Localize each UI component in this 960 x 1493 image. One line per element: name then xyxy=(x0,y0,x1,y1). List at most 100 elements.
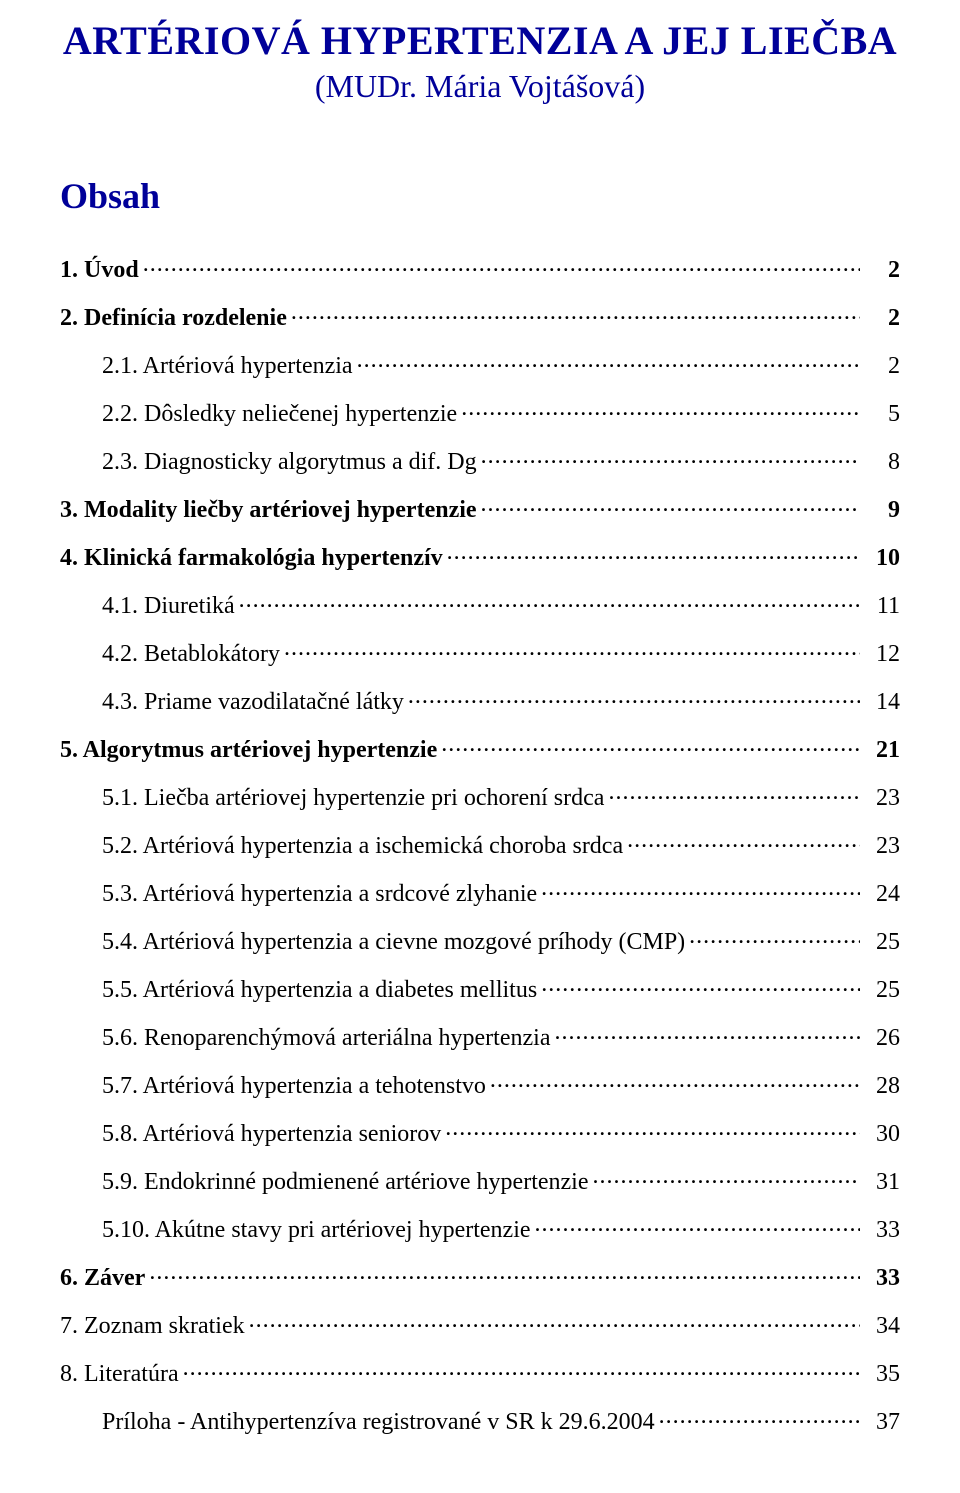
toc-entry-label: 5.10. Akútne stavy pri artériovej hypert… xyxy=(102,1218,535,1242)
page-title: ARTÉRIOVÁ HYPERTENZIA A JEJ LIEČBA xyxy=(60,18,900,64)
toc-entry-page: 26 xyxy=(860,1026,900,1050)
toc-entry-label: 5.8. Artériová hypertenzia seniorov xyxy=(102,1122,445,1146)
toc-row: 5.10. Akútne stavy pri artériovej hypert… xyxy=(60,1213,900,1242)
toc-leader-dots xyxy=(149,1261,860,1285)
page-subtitle: (MUDr. Mária Vojtášová) xyxy=(60,68,900,105)
toc-entry-label: 4.2. Betablokátory xyxy=(102,642,284,666)
toc-entry-label: 7. Zoznam skratiek xyxy=(60,1314,249,1338)
toc-row: 4.3. Priame vazodilatačné látky 14 xyxy=(60,685,900,714)
toc-row: 5. Algorytmus artériovej hypertenzie 21 xyxy=(60,733,900,762)
toc-row: 5.4. Artériová hypertenzia a cievne mozg… xyxy=(60,925,900,954)
toc-entry-page: 2 xyxy=(860,306,900,330)
toc-entry-page: 24 xyxy=(860,882,900,906)
toc-entry-label: 5.6. Renoparenchýmová arteriálna hyperte… xyxy=(102,1026,554,1050)
toc-entry-label: 5.4. Artériová hypertenzia a cievne mozg… xyxy=(102,930,689,954)
toc-entry-page: 23 xyxy=(860,786,900,810)
toc-leader-dots xyxy=(461,397,860,421)
toc-heading: Obsah xyxy=(60,175,900,217)
toc-leader-dots xyxy=(481,493,860,517)
toc-entry-label: 4.1. Diuretiká xyxy=(102,594,239,618)
toc-leader-dots xyxy=(481,445,860,469)
toc-entry-page: 25 xyxy=(860,978,900,1002)
toc-leader-dots xyxy=(445,1117,860,1141)
document-page: ARTÉRIOVÁ HYPERTENZIA A JEJ LIEČBA (MUDr… xyxy=(0,0,960,1493)
toc-row: 1. Úvod 2 xyxy=(60,253,900,282)
toc-leader-dots xyxy=(541,973,860,997)
toc-row: 5.5. Artériová hypertenzia a diabetes me… xyxy=(60,973,900,1002)
toc-entry-label: 2. Definícia rozdelenie xyxy=(60,306,291,330)
toc-row: 5.7. Artériová hypertenzia a tehotenstvo… xyxy=(60,1069,900,1098)
toc-row: 4.1. Diuretiká 11 xyxy=(60,589,900,618)
toc-leader-dots xyxy=(541,877,860,901)
toc-row: 7. Zoznam skratiek 34 xyxy=(60,1309,900,1338)
toc-entry-label: 5.7. Artériová hypertenzia a tehotenstvo xyxy=(102,1074,490,1098)
toc-entry-page: 33 xyxy=(860,1266,900,1290)
toc-row: 5.9. Endokrinné podmienené artériove hyp… xyxy=(60,1165,900,1194)
toc-leader-dots xyxy=(284,637,860,661)
toc-entry-page: 28 xyxy=(860,1074,900,1098)
toc-row: Príloha - Antihypertenzíva registrované … xyxy=(60,1405,900,1434)
toc-entry-page: 8 xyxy=(860,450,900,474)
toc-leader-dots xyxy=(627,829,860,853)
toc-entry-label: 5. Algorytmus artériovej hypertenzie xyxy=(60,738,441,762)
toc-leader-dots xyxy=(447,541,860,565)
toc-leader-dots xyxy=(554,1021,860,1045)
toc-leader-dots xyxy=(357,349,860,373)
toc-entry-label: 4. Klinická farmakológia hypertenzív xyxy=(60,546,447,570)
toc-row: 5.1. Liečba artériovej hypertenzie pri o… xyxy=(60,781,900,810)
toc-row: 4.2. Betablokátory 12 xyxy=(60,637,900,666)
toc-row: 6. Záver33 xyxy=(60,1261,900,1290)
toc-entry-label: 2.2. Dôsledky neliečenej hypertenzie xyxy=(102,402,461,426)
toc-entry-page: 37 xyxy=(860,1410,900,1434)
toc-row: 2. Definícia rozdelenie 2 xyxy=(60,301,900,330)
toc-entry-label: 5.2. Artériová hypertenzia a ischemická … xyxy=(102,834,627,858)
toc-entry-label: 5.5. Artériová hypertenzia a diabetes me… xyxy=(102,978,541,1002)
toc-row: 5.3. Artériová hypertenzia a srdcové zly… xyxy=(60,877,900,906)
toc-entry-page: 10 xyxy=(860,546,900,570)
toc-leader-dots xyxy=(441,733,860,757)
toc-entry-label: 1. Úvod xyxy=(60,258,143,282)
toc-entry-label: 2.3. Diagnosticky algorytmus a dif. Dg xyxy=(102,450,481,474)
toc-entry-label: 5.3. Artériová hypertenzia a srdcové zly… xyxy=(102,882,541,906)
toc-entry-label: 3. Modality liečby artériovej hypertenzi… xyxy=(60,498,481,522)
toc-row: 2.2. Dôsledky neliečenej hypertenzie 5 xyxy=(60,397,900,426)
toc-entry-page: 34 xyxy=(860,1314,900,1338)
toc-entry-page: 30 xyxy=(860,1122,900,1146)
toc-row: 5.6. Renoparenchýmová arteriálna hyperte… xyxy=(60,1021,900,1050)
toc-entry-label: 5.1. Liečba artériovej hypertenzie pri o… xyxy=(102,786,608,810)
toc-leader-dots xyxy=(592,1165,860,1189)
toc-entry-label: 8. Literatúra xyxy=(60,1362,183,1386)
toc-row: 5.8. Artériová hypertenzia seniorov 30 xyxy=(60,1117,900,1146)
toc-leader-dots xyxy=(183,1357,860,1381)
toc-entry-page: 23 xyxy=(860,834,900,858)
toc-entry-page: 2 xyxy=(860,258,900,282)
toc-entry-page: 25 xyxy=(860,930,900,954)
toc-entry-label: Príloha - Antihypertenzíva registrované … xyxy=(102,1410,659,1434)
toc-row: 5.2. Artériová hypertenzia a ischemická … xyxy=(60,829,900,858)
toc-entry-label: 5.9. Endokrinné podmienené artériove hyp… xyxy=(102,1170,592,1194)
toc-entry-page: 31 xyxy=(860,1170,900,1194)
toc-leader-dots xyxy=(608,781,860,805)
toc-entry-page: 33 xyxy=(860,1218,900,1242)
toc-row: 3. Modality liečby artériovej hypertenzi… xyxy=(60,493,900,522)
toc-entry-page: 5 xyxy=(860,402,900,426)
toc-leader-dots xyxy=(408,685,860,709)
toc-entry-page: 12 xyxy=(860,642,900,666)
toc-entry-page: 14 xyxy=(860,690,900,714)
toc-leader-dots xyxy=(535,1213,860,1237)
toc-entry-label: 2.1. Artériová hypertenzia xyxy=(102,354,357,378)
toc-entry-page: 9 xyxy=(860,498,900,522)
toc-leader-dots xyxy=(291,301,860,325)
toc-leader-dots xyxy=(490,1069,860,1093)
toc-row: 8. Literatúra 35 xyxy=(60,1357,900,1386)
toc-entry-page: 11 xyxy=(860,594,900,618)
toc-row: 2.3. Diagnosticky algorytmus a dif. Dg 8 xyxy=(60,445,900,474)
table-of-contents: 1. Úvod 2 2. Definícia rozdelenie 2 2.1. Art… xyxy=(60,253,900,1434)
toc-entry-page: 35 xyxy=(860,1362,900,1386)
toc-entry-page: 2 xyxy=(860,354,900,378)
toc-leader-dots xyxy=(143,253,860,277)
toc-leader-dots xyxy=(249,1309,860,1333)
toc-entry-label: 4.3. Priame vazodilatačné látky xyxy=(102,690,408,714)
toc-leader-dots xyxy=(659,1405,860,1429)
toc-entry-page: 21 xyxy=(860,738,900,762)
